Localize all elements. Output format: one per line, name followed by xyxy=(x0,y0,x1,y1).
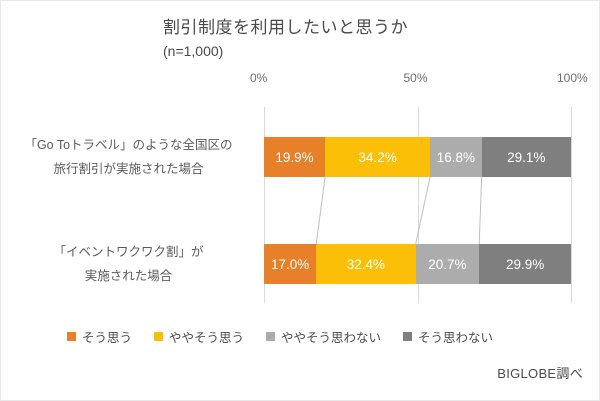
chart-subtitle: (n=1,000) xyxy=(163,43,224,59)
category-label-row-2: 「イベントワクワク割」が 実施された場合 xyxy=(1,240,256,288)
bar-value-label: 32.4% xyxy=(346,256,386,272)
bar-segment: 29.1% xyxy=(481,137,571,177)
category-label-line: 「イベントワクワク割」が xyxy=(53,245,204,259)
category-label-line: 「Go Toトラベル」のような全国区の xyxy=(24,138,233,152)
bar-row-2: 17.0% 32.4% 20.7% 29.9% xyxy=(264,244,571,284)
legend-swatch-icon xyxy=(403,332,413,341)
legend-label: ややそう思わない xyxy=(281,331,382,345)
bar-segment: 29.9% xyxy=(479,244,571,284)
bar-value-label: 29.9% xyxy=(505,256,545,272)
bar-segment: 16.8% xyxy=(430,137,482,177)
x-axis-tick-label: 50% xyxy=(403,71,428,85)
chart-legend: そう思う ややそう思う ややそう思わない そう思わない xyxy=(67,327,493,346)
bar-segment: 17.0% xyxy=(264,244,317,284)
category-label-line: 旅行割引が実施された場合 xyxy=(53,162,204,176)
connector-line xyxy=(315,176,326,245)
category-label-line: 実施された場合 xyxy=(84,269,173,283)
x-axis-tick-label: 100% xyxy=(557,71,588,85)
bar-value-label: 19.9% xyxy=(275,149,314,165)
chart-title: 割引制度を利用したいと思うか xyxy=(163,18,408,37)
bar-value-label: 29.1% xyxy=(507,149,546,165)
bar-row-1: 19.9% 34.2% 16.8% 29.1% xyxy=(264,137,571,177)
legend-item[interactable]: ややそう思わない xyxy=(266,327,381,346)
legend-label: そう思う xyxy=(82,331,133,345)
legend-item[interactable]: そう思わない xyxy=(403,327,493,346)
bar-value-label: 16.8% xyxy=(436,149,475,165)
legend-label: そう思わない xyxy=(418,331,494,345)
gridline-100pct xyxy=(571,107,572,303)
bar-segment: 34.2% xyxy=(325,137,431,177)
bar-value-label: 34.2% xyxy=(358,149,397,165)
bar-value-label: 20.7% xyxy=(428,256,467,272)
connector-line xyxy=(478,176,483,245)
bar-segment: 19.9% xyxy=(264,137,326,177)
legend-swatch-icon xyxy=(67,332,76,341)
category-label-row-1: 「Go Toトラベル」のような全国区の 旅行割引が実施された場合 xyxy=(1,133,256,181)
bar-segment: 32.4% xyxy=(316,244,416,284)
x-axis-tick-label: 0% xyxy=(250,71,268,85)
legend-swatch-icon xyxy=(266,332,276,341)
legend-item[interactable]: そう思う xyxy=(67,327,132,346)
bar-segment: 20.7% xyxy=(415,244,480,284)
gridline-0pct xyxy=(264,107,265,303)
legend-label: ややそう思う xyxy=(169,331,245,345)
bar-value-label: 17.0% xyxy=(270,256,310,272)
legend-swatch-icon xyxy=(154,332,164,341)
source-credit: BIGLOBE調べ xyxy=(497,366,583,381)
plot-area: 19.9% 34.2% 16.8% 29.1% 17.0% 32.4% 20.7% 29.9% xyxy=(264,107,572,303)
legend-item[interactable]: ややそう思う xyxy=(154,327,244,346)
